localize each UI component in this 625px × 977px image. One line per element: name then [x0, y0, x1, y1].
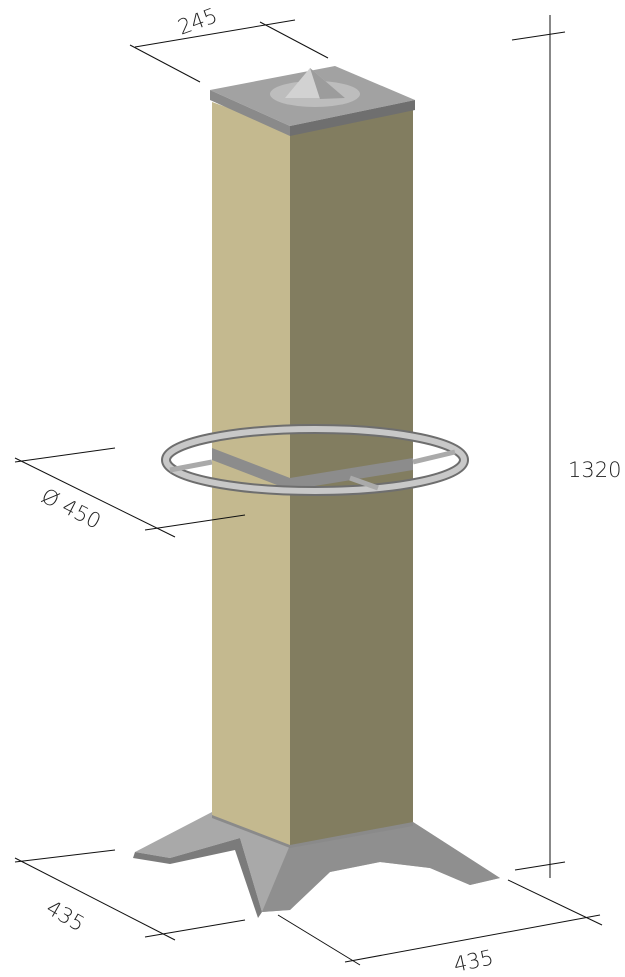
dim-label: Ø 450: [38, 484, 105, 534]
dim-label: 1320: [568, 458, 621, 482]
dim-label: 435: [42, 896, 89, 937]
dim-label: 435: [451, 945, 495, 977]
dim-base-width: 435: [277, 879, 603, 977]
dim-base-depth: 435: [14, 849, 246, 941]
dim-height: 1320: [511, 15, 621, 878]
middle-band: [212, 448, 413, 490]
ring: [161, 424, 469, 496]
dim-top: 245: [129, 3, 329, 83]
cap: [210, 66, 415, 136]
